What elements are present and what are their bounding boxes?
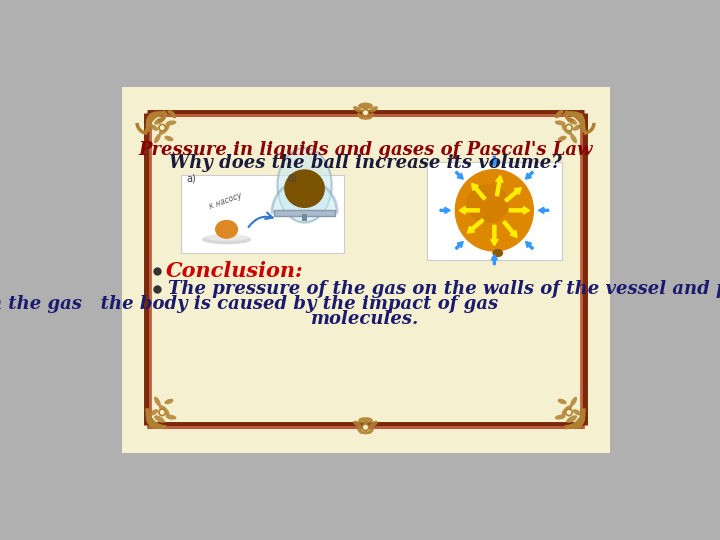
Ellipse shape [562,124,572,135]
FancyArrow shape [455,171,463,179]
Ellipse shape [467,185,508,222]
FancyArrow shape [467,219,484,233]
Ellipse shape [164,136,174,141]
Ellipse shape [358,103,373,109]
Ellipse shape [566,117,577,125]
Ellipse shape [150,409,158,415]
Ellipse shape [358,417,373,424]
Wedge shape [272,180,337,212]
Circle shape [565,124,572,131]
Ellipse shape [277,148,332,222]
Ellipse shape [357,113,363,119]
Ellipse shape [206,235,247,240]
Ellipse shape [357,427,363,434]
Ellipse shape [570,397,577,407]
Ellipse shape [368,113,374,119]
Ellipse shape [554,415,565,420]
Text: The pressure of the gas on the walls of the vessel and placed: The pressure of the gas on the walls of … [168,280,720,298]
Ellipse shape [562,405,572,416]
Ellipse shape [285,170,324,207]
Text: Conclusion:: Conclusion: [166,261,303,281]
Ellipse shape [166,120,176,125]
Ellipse shape [150,125,158,131]
Ellipse shape [353,421,361,427]
Ellipse shape [353,106,361,112]
FancyArrowPatch shape [248,213,273,227]
Circle shape [567,410,571,414]
Text: Why does the ball increase its volume?: Why does the ball increase its volume? [169,154,562,172]
Ellipse shape [455,170,534,251]
Text: molecules.: molecules. [312,310,420,328]
Ellipse shape [369,106,378,112]
Ellipse shape [216,220,238,238]
Circle shape [567,126,571,130]
FancyArrow shape [526,171,534,179]
Text: б): б) [287,174,297,184]
Circle shape [364,426,367,429]
Bar [181,175,344,253]
Ellipse shape [493,249,503,256]
Ellipse shape [164,399,174,404]
Circle shape [159,409,166,416]
FancyArrow shape [491,254,498,265]
Ellipse shape [570,133,577,143]
Ellipse shape [159,405,169,416]
Ellipse shape [154,415,165,423]
Ellipse shape [573,409,581,415]
Ellipse shape [369,421,378,427]
Ellipse shape [554,120,565,125]
Ellipse shape [368,427,374,434]
Circle shape [159,124,166,131]
Text: к насосу: к насосу [208,191,243,211]
Circle shape [565,409,572,416]
Bar [426,161,562,260]
Ellipse shape [557,399,567,404]
Circle shape [362,424,369,431]
FancyArrow shape [539,207,549,213]
Ellipse shape [154,133,161,143]
Circle shape [364,111,367,114]
FancyArrow shape [503,221,517,238]
Circle shape [161,410,164,414]
FancyArrow shape [490,225,498,246]
Ellipse shape [362,431,369,434]
Ellipse shape [154,397,161,407]
FancyArrow shape [491,156,498,166]
Ellipse shape [159,124,169,135]
FancyArrow shape [459,207,480,214]
Text: Pressure in liquids and gases of Pascal's Law: Pressure in liquids and gases of Pascal'… [138,141,593,159]
FancyArrow shape [440,207,450,213]
FancyArrow shape [509,207,530,214]
FancyArrow shape [455,241,463,249]
Ellipse shape [166,415,176,420]
Circle shape [161,126,164,130]
FancyArrow shape [472,184,486,200]
Ellipse shape [557,136,567,141]
Bar [274,211,335,216]
Text: in the gas   the body is caused by the impact of gas: in the gas the body is caused by the imp… [0,295,498,313]
Ellipse shape [566,415,577,423]
Ellipse shape [203,235,251,244]
FancyArrow shape [505,188,521,202]
Ellipse shape [573,125,581,131]
FancyArrow shape [526,241,534,249]
Text: а): а) [186,174,196,184]
Ellipse shape [154,117,165,125]
Bar [302,214,307,221]
Circle shape [362,109,369,116]
FancyArrow shape [495,176,503,196]
Ellipse shape [362,117,369,120]
